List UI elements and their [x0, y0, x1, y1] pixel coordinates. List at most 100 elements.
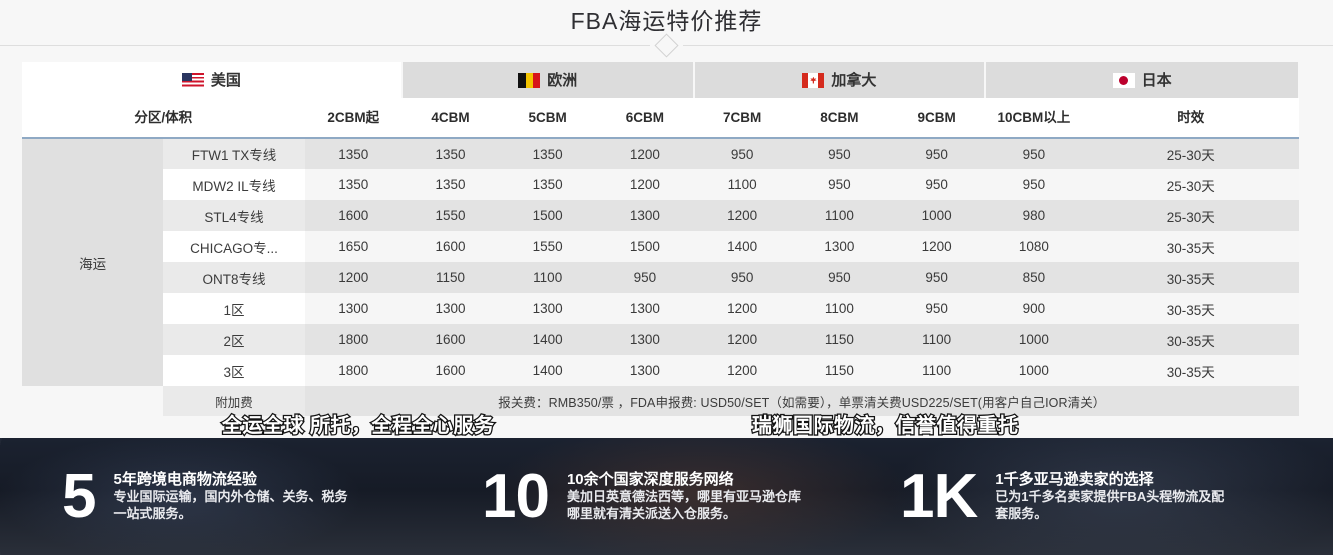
tab-jianada[interactable]: 加拿大 — [693, 62, 987, 98]
cell-10cbm: 1080 — [985, 231, 1083, 262]
tab-meiguo[interactable]: 美国 — [22, 62, 403, 98]
cell-7cbm: 1200 — [693, 355, 791, 386]
flag-be-icon — [518, 72, 541, 88]
table-row: CHICAGO专... 1650 1600 1550 1500 1400 130… — [22, 231, 1299, 262]
feature-number: 5 — [62, 461, 96, 531]
cell-6cbm: 1300 — [596, 293, 694, 324]
cell-10cbm: 850 — [985, 262, 1083, 293]
cell-eta: 30-35天 — [1082, 324, 1299, 355]
cell-8cbm: 1150 — [790, 324, 888, 355]
divider-line-left — [0, 45, 650, 46]
cell-eta: 25-30天 — [1082, 200, 1299, 231]
feature-heading: 10余个国家深度服务网络 — [566, 470, 734, 488]
cell-7cbm: 1200 — [693, 200, 791, 231]
col-header-4cbm: 4CBM — [401, 98, 500, 139]
rate-table: 美国 欧洲 加拿大 — [22, 62, 1300, 416]
tab-riben[interactable]: 日本 — [985, 62, 1300, 98]
col-header-eta: 时效 — [1082, 98, 1299, 139]
flag-jp-icon — [1112, 72, 1135, 88]
cell-9cbm: 950 — [887, 293, 986, 324]
surcharge-row: 附加费 报关费：RMB350/票 ，FDA申报费: USD50/SET（如需要）… — [22, 386, 1299, 416]
feature-item: 10 10余个国家深度服务网络 美加日英意德法西等，哪里有亚马逊仓库哪里就有清关… — [482, 438, 807, 555]
cell-eta: 30-35天 — [1082, 231, 1299, 262]
surcharge-text: 报关费：RMB350/票 ，FDA申报费: USD50/SET（如需要），单票清… — [304, 386, 1299, 416]
tab-ouzhou[interactable]: 欧洲 — [401, 62, 695, 98]
cell-10cbm: 1000 — [985, 324, 1083, 355]
feature-item: 5 5年跨境电商物流经验 专业国际运输，国内外仓储、关务、税务一站式服务。 — [62, 438, 353, 555]
row-zone: 1区 — [163, 293, 305, 324]
cell-2cbm: 1800 — [304, 324, 402, 355]
diamond-icon — [653, 33, 679, 58]
table-row: 1区 1300 1300 1300 1300 1200 1100 950 900… — [22, 293, 1299, 324]
cell-5cbm: 1100 — [499, 262, 597, 293]
col-header-5cbm: 5CBM — [499, 98, 597, 139]
cell-7cbm: 950 — [693, 262, 791, 293]
cell-9cbm: 950 — [887, 138, 986, 169]
page-title: FBA海运特价推荐 — [570, 8, 763, 34]
cell-6cbm: 1300 — [596, 355, 694, 386]
cell-8cbm: 950 — [790, 138, 888, 169]
cell-9cbm: 1100 — [887, 324, 986, 355]
cell-10cbm: 950 — [985, 169, 1083, 200]
cell-eta: 30-35天 — [1082, 262, 1299, 293]
col-header-10cbm: 10CBM以上 — [985, 98, 1083, 139]
cell-9cbm: 1100 — [887, 355, 986, 386]
cell-4cbm: 1600 — [401, 324, 500, 355]
cell-2cbm: 1200 — [304, 262, 402, 293]
cell-8cbm: 950 — [790, 169, 888, 200]
col-header-9cbm: 9CBM — [887, 98, 986, 139]
row-zone: 3区 — [163, 355, 305, 386]
cell-6cbm: 1500 — [596, 231, 694, 262]
cell-9cbm: 1200 — [887, 231, 986, 262]
cell-5cbm: 1400 — [499, 324, 597, 355]
cell-2cbm: 1800 — [304, 355, 402, 386]
cell-6cbm: 1200 — [596, 138, 694, 169]
table-row: STL4专线 1600 1550 1500 1300 1200 1100 100… — [22, 200, 1299, 231]
tab-ouzhou-label: 欧洲 — [547, 71, 578, 89]
tab-meiguo-label: 美国 — [210, 71, 241, 89]
cell-4cbm: 1550 — [401, 200, 500, 231]
cell-2cbm: 1600 — [304, 200, 402, 231]
row-zone: ONT8专线 — [163, 262, 305, 293]
row-zone: CHICAGO专... — [163, 231, 305, 262]
cell-4cbm: 1350 — [401, 138, 500, 169]
country-tab-row: 美国 欧洲 加拿大 — [22, 62, 1300, 98]
cell-7cbm: 1100 — [693, 169, 791, 200]
diamond-divider — [0, 33, 1333, 58]
cell-eta: 25-30天 — [1082, 138, 1299, 169]
cell-5cbm: 1350 — [499, 138, 597, 169]
cell-7cbm: 1400 — [693, 231, 791, 262]
feature-description: 专业国际运输，国内外仓储、关务、税务一站式服务。 — [113, 489, 348, 521]
tab-jianada-label: 加拿大 — [831, 71, 877, 89]
row-zone: MDW2 IL专线 — [163, 169, 305, 200]
cell-7cbm: 1200 — [693, 324, 791, 355]
cell-4cbm: 1150 — [401, 262, 500, 293]
cell-eta: 30-35天 — [1082, 293, 1299, 324]
cell-5cbm: 1300 — [499, 293, 597, 324]
feature-description: 美加日英意德法西等，哪里有亚马逊仓库哪里就有清关派送入仓服务。 — [566, 489, 801, 521]
cell-9cbm: 950 — [887, 262, 986, 293]
cell-2cbm: 1650 — [304, 231, 402, 262]
cell-7cbm: 1200 — [693, 293, 791, 324]
feature-item: 1K 1千多亚马逊卖家的选择 已为1千多名卖家提供FBA头程物流及配套服务。 — [900, 438, 1235, 555]
rate-table-container: 美国 欧洲 加拿大 — [22, 62, 1300, 416]
row-zone: 2区 — [163, 324, 305, 355]
tab-riben-label: 日本 — [1141, 71, 1172, 89]
cell-5cbm: 1550 — [499, 231, 597, 262]
cell-2cbm: 1350 — [304, 138, 402, 169]
cell-eta: 30-35天 — [1082, 355, 1299, 386]
title-section: FBA海运特价推荐 — [0, 0, 1333, 60]
cell-6cbm: 1200 — [596, 169, 694, 200]
col-header-6cbm: 6CBM — [596, 98, 694, 139]
feature-strip: 5 5年跨境电商物流经验 专业国际运输，国内外仓储、关务、税务一站式服务。 10… — [0, 438, 1333, 555]
cell-8cbm: 1100 — [790, 200, 888, 231]
cell-8cbm: 950 — [790, 262, 888, 293]
table-row: 2区 1800 1600 1400 1300 1200 1150 1100 10… — [22, 324, 1299, 355]
cell-10cbm: 900 — [985, 293, 1083, 324]
feature-number: 10 — [482, 461, 550, 531]
feature-heading: 1千多亚马逊卖家的选择 — [995, 470, 1154, 488]
cell-8cbm: 1150 — [790, 355, 888, 386]
flag-ca-icon — [802, 72, 825, 88]
lane-label-cell: 海运 — [22, 138, 164, 386]
cell-8cbm: 1100 — [790, 293, 888, 324]
